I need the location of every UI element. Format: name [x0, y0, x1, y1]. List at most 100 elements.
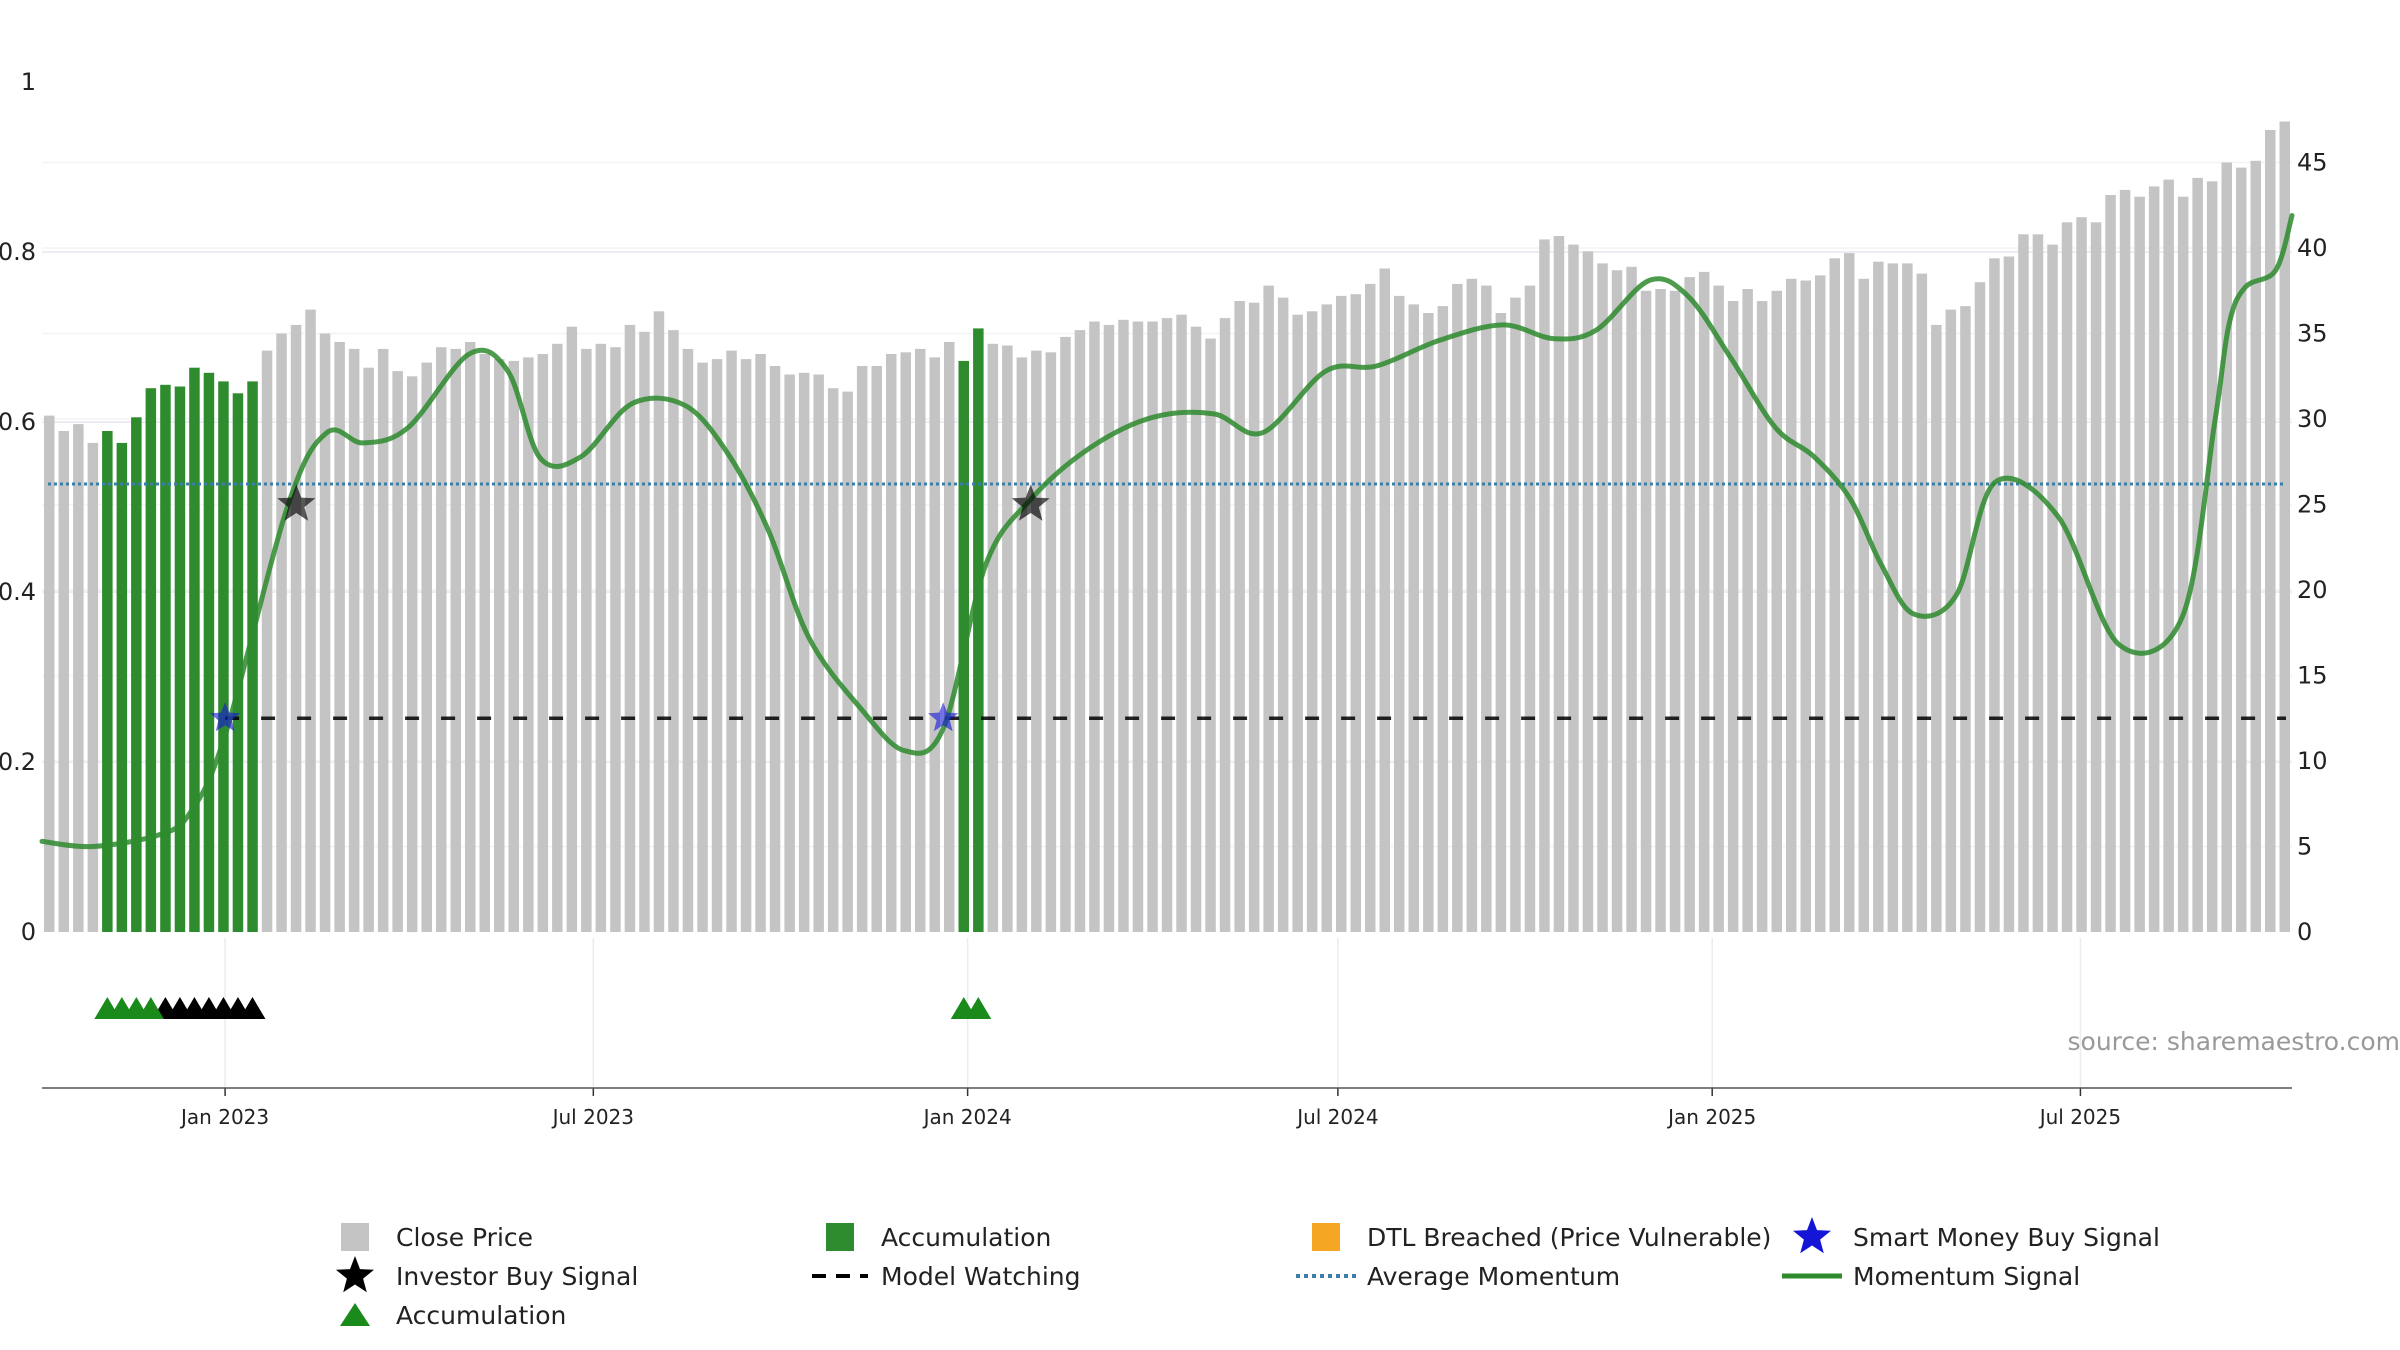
accumulation-bar: [189, 367, 200, 932]
x-tick-label: Jul 2023: [551, 1105, 634, 1129]
legend-square: [826, 1223, 854, 1251]
left-tick-label: 1: [21, 68, 36, 96]
close-price-bar: [1902, 263, 1913, 932]
close-price-bar: [1756, 301, 1768, 932]
left-tick-label: 0.8: [0, 238, 36, 266]
close-price-bar: [726, 350, 737, 933]
close-price-bar: [915, 348, 926, 932]
close-price-bar: [1132, 321, 1144, 932]
close-price-bar: [1713, 285, 1724, 933]
close-price-bar: [827, 388, 839, 932]
close-price-bar: [944, 342, 955, 932]
close-price-bar: [1481, 285, 1492, 933]
close-price-bar: [1742, 289, 1753, 932]
accumulation-bar: [247, 381, 258, 932]
close-price-bar: [711, 359, 723, 933]
legend-triangle: [340, 1303, 370, 1326]
close-price-bar: [595, 343, 607, 932]
close-price-bar: [769, 366, 781, 932]
legend-label: Average Momentum: [1367, 1262, 1620, 1291]
close-price-bar: [1873, 261, 1884, 932]
accumulation-bar: [145, 388, 157, 932]
source-note: source: sharemaestro.com: [2068, 1027, 2400, 1056]
close-price-bar: [1408, 304, 1419, 932]
close-price-bar: [1031, 350, 1042, 933]
close-price-bar: [1190, 326, 1202, 932]
close-price-bar: [1655, 289, 1666, 932]
close-price-bar: [1350, 294, 1361, 932]
close-price-bar: [2163, 179, 2174, 933]
close-price-bar: [1786, 278, 1797, 932]
accumulation-bar: [232, 393, 244, 932]
close-price-bar: [740, 359, 752, 933]
close-price-bar: [1626, 266, 1637, 932]
right-tick-label: 30: [2297, 405, 2328, 433]
close-price-bar: [1539, 239, 1550, 932]
close-price-bar: [537, 354, 549, 932]
close-price-bar: [1161, 318, 1173, 933]
close-price-bar: [1277, 297, 1289, 933]
close-price-bar: [377, 348, 389, 932]
close-price-bar: [1379, 268, 1390, 932]
close-price-bar: [1829, 258, 1840, 932]
left-tick-label: 0.4: [0, 578, 36, 606]
close-price-bar: [1611, 270, 1623, 932]
momentum-signal: [39, 213, 2295, 850]
close-price-bar: [1248, 302, 1260, 932]
close-price-bar: [494, 359, 505, 933]
close-price-bar: [1292, 314, 1303, 932]
close-price-bar: [2076, 217, 2087, 932]
close-price-bar: [2134, 196, 2145, 932]
close-price-bar: [610, 347, 621, 932]
close-price-bar: [1568, 244, 1579, 933]
close-price-bar: [581, 348, 592, 932]
x-tick-label: Jan 2023: [179, 1105, 269, 1129]
left-tick-label: 0: [21, 918, 36, 946]
accumulation-marker: [965, 997, 992, 1019]
close-price-bar: [1423, 313, 1434, 932]
accumulation-bar: [203, 372, 215, 932]
close-price-bar: [1510, 297, 1521, 933]
close-price-bar: [2018, 234, 2029, 933]
close-price-bar: [508, 360, 519, 932]
x-tick-label: Jul 2025: [2038, 1105, 2121, 1129]
close-price-bar: [653, 311, 665, 932]
close-price-bar: [842, 391, 853, 933]
close-price-bar: [624, 324, 636, 932]
close-price-bar: [987, 343, 999, 932]
close-price-bar: [2265, 130, 2276, 932]
close-price-bar: [929, 357, 940, 932]
close-price-bar: [1437, 306, 1449, 933]
right-tick-label: 40: [2297, 234, 2328, 262]
accumulation-bar: [131, 417, 142, 932]
close-price-bar: [2148, 186, 2160, 932]
close-price-bar: [1103, 324, 1115, 932]
close-price-bar: [1844, 253, 1855, 933]
close-price-bar: [363, 367, 374, 932]
close-price-bar: [450, 348, 461, 932]
close-price-bar: [1336, 295, 1347, 932]
close-price-bar: [900, 352, 911, 932]
close-price-bar: [334, 342, 345, 932]
right-tick-label: 25: [2297, 491, 2328, 519]
accumulation-marker: [137, 997, 164, 1019]
legend-star: [1793, 1217, 1831, 1254]
right-tick-label: 0: [2297, 918, 2312, 946]
legend-label: Close Price: [396, 1223, 533, 1252]
close-price-bar: [2061, 222, 2073, 933]
close-price-bar: [406, 376, 418, 933]
close-price-bar: [1669, 290, 1681, 933]
close-price-bar: [2206, 181, 2218, 933]
right-tick-label: 15: [2297, 662, 2328, 690]
close-price-bar: [1394, 295, 1405, 932]
close-price-bar: [886, 354, 897, 932]
close-price-bar: [784, 374, 795, 932]
close-price-bar: [2003, 256, 2015, 932]
close-price-bar: [1495, 313, 1507, 932]
close-price-bar: [1698, 271, 1710, 932]
close-price-bar: [1002, 345, 1013, 932]
close-price-bar: [1945, 309, 1957, 933]
close-price-bar: [1553, 236, 1565, 932]
